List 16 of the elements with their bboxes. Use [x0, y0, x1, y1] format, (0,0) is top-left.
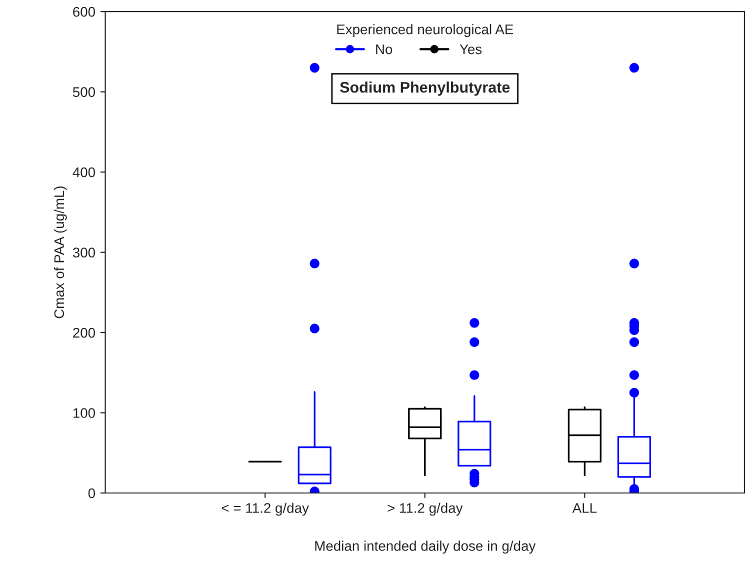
y-tick-label: 400: [72, 167, 96, 178]
y-tick-label: 200: [73, 328, 96, 338]
y-tick-label: 500: [72, 87, 96, 98]
y-axis-title: Cmax of PAA (ug/mL): [54, 186, 67, 318]
legend-title: Experienced neurological AE: [337, 24, 514, 38]
x-tick-label: < = 11.2 g/day: [222, 502, 309, 516]
y-tick-label: 100: [73, 408, 96, 418]
y-tick-label: 300: [72, 248, 96, 258]
legend-label: No: [376, 44, 392, 54]
x-axis-title: Median intended daily dose in g/day: [315, 540, 536, 554]
annotation: Sodium Phenylbutyrate: [340, 82, 510, 96]
y-tick-label: 600: [73, 6, 96, 17]
legend-label: Yes: [460, 44, 482, 54]
x-tick-label: > 11.2 g/day: [388, 502, 463, 516]
y-tick-label: 0: [88, 488, 96, 498]
x-tick-label: ALL: [572, 503, 597, 513]
